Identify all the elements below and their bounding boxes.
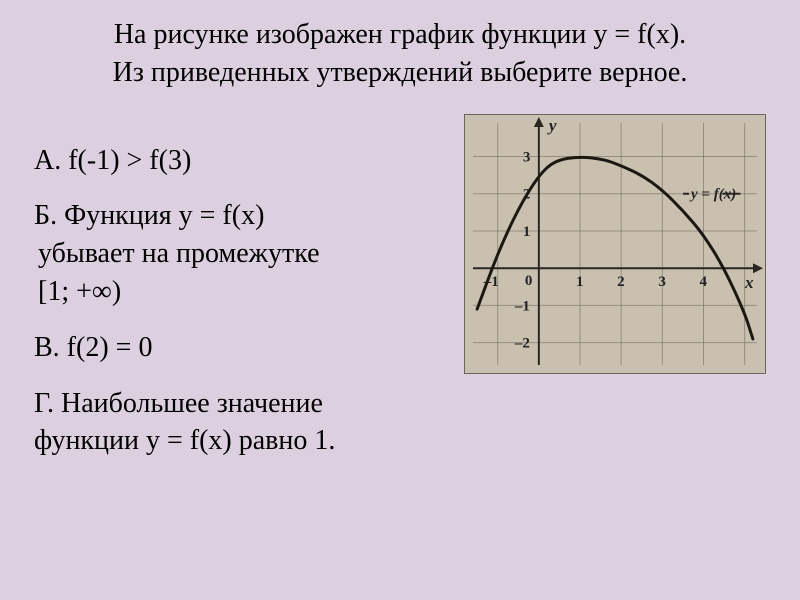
option-b-line3: [1; +∞) bbox=[34, 276, 121, 307]
title-line-1: На рисунке изображен график функции y = … bbox=[114, 19, 686, 50]
svg-text:0: 0 bbox=[525, 273, 533, 289]
option-a: А. f(-1) > f(3) bbox=[34, 142, 442, 180]
option-b-line1: Б. Функция y = f(x) bbox=[34, 200, 264, 231]
svg-text:2: 2 bbox=[617, 274, 625, 290]
question-title: На рисунке изображен график функции y = … bbox=[34, 16, 766, 92]
option-g: Г. Наибольшее значение функции y = f(x) … bbox=[34, 385, 442, 461]
svg-text:4: 4 bbox=[699, 274, 707, 290]
function-graph: –101234–2–1123xyy = f(x) bbox=[464, 114, 766, 374]
svg-text:y: y bbox=[547, 116, 557, 135]
option-b: Б. Функция y = f(x) убывает на промежутк… bbox=[34, 197, 442, 310]
option-b-line2: убывает на промежутке bbox=[34, 238, 320, 269]
svg-text:3: 3 bbox=[658, 274, 666, 290]
option-g-line2: функции y = f(x) равно 1. bbox=[34, 425, 335, 456]
option-v: В. f(2) = 0 bbox=[34, 329, 442, 367]
svg-text:–1: –1 bbox=[514, 298, 530, 314]
svg-text:y = f(x): y = f(x) bbox=[689, 186, 736, 202]
svg-text:–2: –2 bbox=[514, 335, 530, 351]
options-column: А. f(-1) > f(3) Б. Функция y = f(x) убыв… bbox=[34, 114, 442, 467]
title-line-2: Из приведенных утверждений выберите верн… bbox=[113, 57, 688, 88]
svg-text:3: 3 bbox=[523, 149, 531, 165]
option-g-line1: Г. Наибольшее значение bbox=[34, 388, 323, 419]
svg-text:1: 1 bbox=[523, 224, 531, 240]
svg-text:x: x bbox=[744, 273, 754, 292]
svg-text:1: 1 bbox=[576, 274, 584, 290]
